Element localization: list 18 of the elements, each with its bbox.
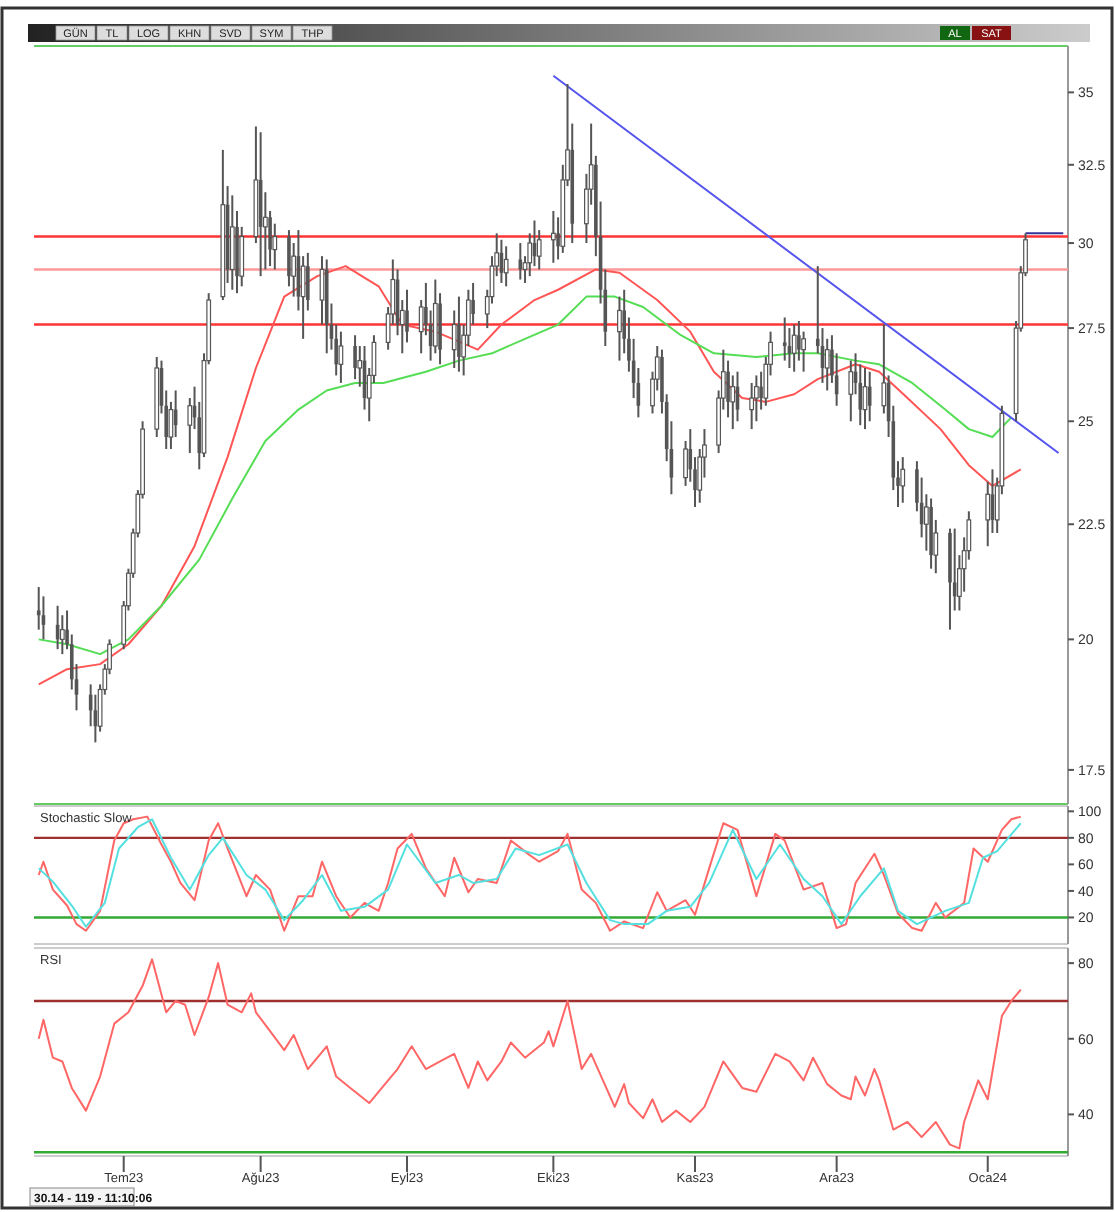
candlestick <box>353 334 357 381</box>
candlestick <box>749 381 755 431</box>
candlestick <box>782 316 787 362</box>
line-series <box>37 958 1022 1150</box>
candlestick <box>503 245 509 288</box>
candlestick <box>791 323 797 373</box>
line-series <box>37 295 1013 656</box>
candlestick <box>229 194 235 291</box>
candlestick <box>753 374 759 423</box>
candlestick <box>617 295 622 362</box>
candlestick <box>900 456 906 504</box>
candlestick <box>59 614 65 656</box>
candlestick <box>848 359 854 423</box>
candlestick <box>338 330 344 384</box>
candlestick <box>550 209 556 264</box>
line-series <box>37 265 1022 686</box>
candlestick <box>36 586 41 631</box>
candlestick <box>457 295 461 373</box>
